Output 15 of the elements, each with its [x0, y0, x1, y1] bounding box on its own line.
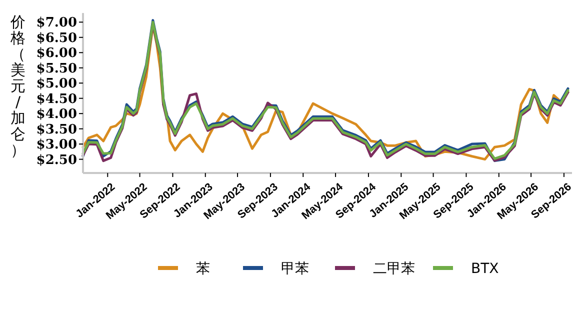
y-tick-label: $5.50 [36, 61, 77, 76]
y-tick-label: $2.50 [36, 152, 77, 168]
legend-label: BTX [471, 260, 500, 277]
legend-label: 二甲苯 [373, 260, 415, 277]
y-tick-label: $3.00 [36, 138, 77, 153]
y-tick-label: $5.00 [36, 76, 77, 92]
y-tick-label: $6.00 [36, 46, 77, 62]
y-tick-label: $4.50 [36, 92, 77, 107]
y-tick-label: $7.00 [36, 16, 77, 31]
y-tick-label: $4.00 [36, 107, 77, 122]
y-tick-label: $6.50 [36, 30, 77, 46]
text: 价格（美元/加仑） [10, 13, 26, 159]
legend-label: 苯 [196, 260, 210, 277]
legend-label: 甲苯 [281, 260, 309, 277]
y-tick-label: $3.50 [36, 122, 77, 138]
